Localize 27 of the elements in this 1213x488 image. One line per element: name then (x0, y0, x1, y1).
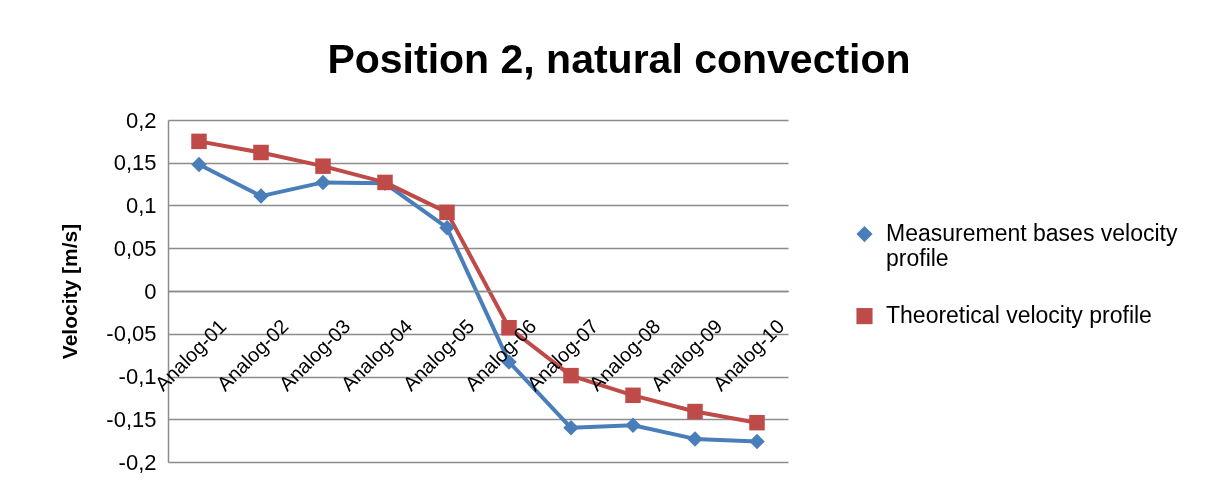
y-tick-label: 0,05 (113, 235, 157, 261)
point (687, 431, 703, 447)
y-tick-label: -0,2 (118, 449, 157, 475)
point (253, 144, 269, 161)
y-tick-label: -0,05 (106, 321, 157, 347)
y-tick-label: -0,15 (106, 406, 157, 432)
y-tick-label: 0,1 (125, 193, 157, 218)
point (315, 174, 331, 191)
legend-label: Theoretical velocity profile (886, 302, 1152, 329)
point (191, 133, 207, 150)
legend-label: Measurement bases velocity profile (886, 220, 1178, 272)
point (253, 188, 269, 204)
y-tick-label: -0,1 (118, 364, 157, 389)
y-tick-label: 0 (144, 278, 157, 304)
y-tick-label: 0,15 (113, 150, 157, 176)
point (625, 417, 641, 433)
point (315, 158, 331, 174)
point (563, 420, 579, 436)
point (749, 433, 765, 450)
point (749, 414, 765, 431)
point (439, 204, 455, 221)
point (687, 403, 703, 420)
chart-title: Position 2, natural convection (327, 36, 911, 82)
y-axis-title: Velocity [m/s] (58, 223, 82, 360)
point (439, 219, 455, 236)
point (191, 156, 207, 173)
y-tick-label: 0,2 (125, 107, 157, 133)
